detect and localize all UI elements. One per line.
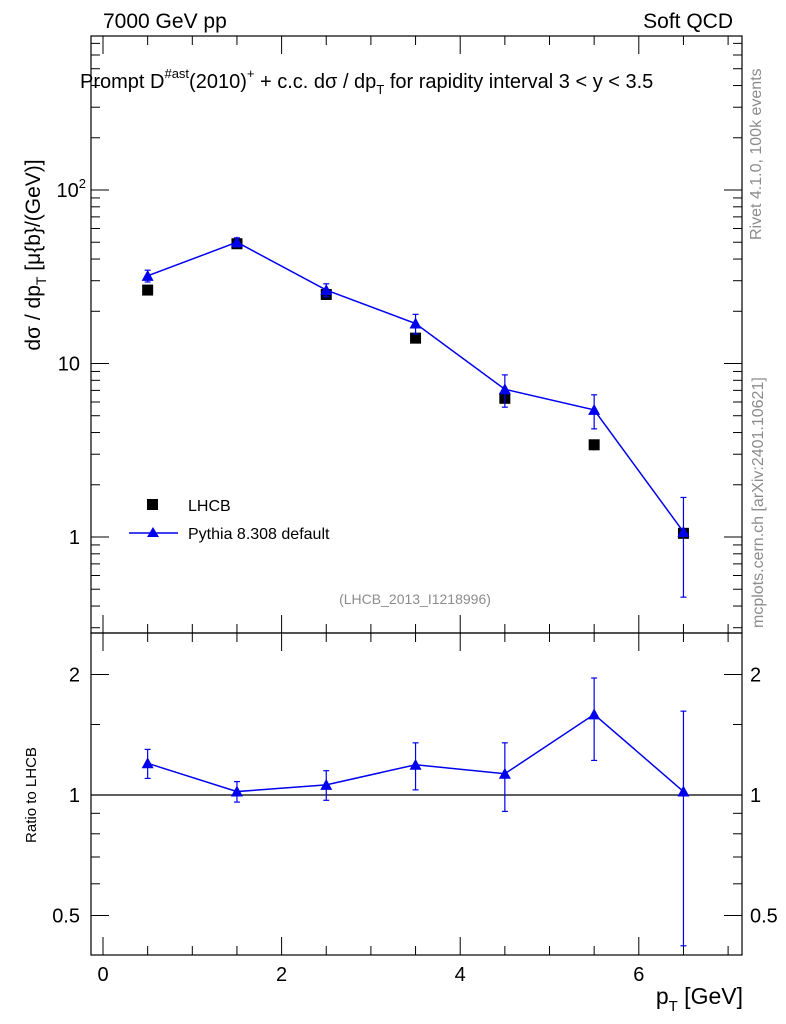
y-tick-label-ratio-left: 1 bbox=[69, 785, 80, 807]
mc-main-point bbox=[141, 269, 154, 281]
mc-main-point bbox=[498, 383, 511, 395]
y-tick-label-ratio-right: 2 bbox=[750, 665, 761, 687]
main-ylabel: dσ / dpT [μ{b}/(GeV)] bbox=[22, 159, 49, 350]
y-tick-label-ratio-right: 0.5 bbox=[750, 906, 778, 928]
mc-ratio-point bbox=[141, 757, 154, 769]
analysis-id: (LHCB_2013_I1218996) bbox=[339, 591, 491, 607]
mc-main-point bbox=[230, 236, 243, 248]
mc-ratio-point bbox=[409, 758, 422, 770]
ratio-ylabel: Ratio to LHCB bbox=[23, 747, 40, 843]
x-tick-label: 6 bbox=[633, 964, 644, 986]
y-tick-label-ratio-left: 0.5 bbox=[52, 906, 80, 928]
mc-main-point bbox=[320, 284, 333, 296]
axis-ticks: 0 2 4 6 1 10 102 0.5 0.5 1 1 2 2 bbox=[52, 36, 778, 986]
x-axis-label: pT [GeV] bbox=[656, 983, 743, 1015]
lhcb-point bbox=[588, 439, 600, 451]
mc-main-point bbox=[677, 525, 690, 537]
ratio-panel-frame bbox=[90, 632, 743, 956]
mc-main-point bbox=[409, 317, 422, 329]
lhcb-point bbox=[142, 284, 154, 296]
plot-title: Prompt D#ast(2010)+ + c.c. dσ / dpT for … bbox=[80, 66, 653, 97]
mc-main-line bbox=[147, 241, 685, 533]
y-tick-label-main: 10 bbox=[58, 354, 80, 376]
y-tick-label-ratio-left: 2 bbox=[69, 665, 80, 687]
legend: LHCB Pythia 8.308 default bbox=[129, 498, 330, 543]
mc-ratio-point bbox=[498, 767, 511, 779]
legend-mc-marker bbox=[147, 527, 159, 537]
x-tick-label: 4 bbox=[455, 964, 466, 986]
mc-ratio-point bbox=[230, 785, 243, 797]
y-tick-label-main: 102 bbox=[57, 176, 86, 202]
mc-ratio-point bbox=[677, 785, 690, 797]
mc-ratio-point bbox=[320, 778, 333, 790]
mcplots-label: mcplots.cern.ch [arXiv:2401.10621] bbox=[750, 377, 767, 628]
rivet-label: Rivet 4.1.0, 100k events bbox=[748, 68, 765, 240]
legend-lhcb-marker bbox=[147, 499, 158, 510]
x-tick-label: 2 bbox=[276, 964, 287, 986]
ratio-data-layer bbox=[91, 677, 742, 947]
y-tick-label-ratio-right: 1 bbox=[750, 785, 761, 807]
main-data-layer bbox=[141, 236, 690, 598]
y-tick-label-main: 1 bbox=[69, 527, 80, 549]
header-left: 7000 GeV pp bbox=[103, 10, 227, 33]
mc-ratio-point bbox=[588, 708, 601, 720]
header-right: Soft QCD bbox=[643, 10, 733, 33]
lhcb-point bbox=[410, 332, 422, 344]
x-tick-label: 0 bbox=[97, 964, 108, 986]
legend-mc-label: Pythia 8.308 default bbox=[188, 526, 330, 543]
legend-lhcb-label: LHCB bbox=[188, 498, 231, 515]
mc-main-point bbox=[588, 403, 601, 415]
